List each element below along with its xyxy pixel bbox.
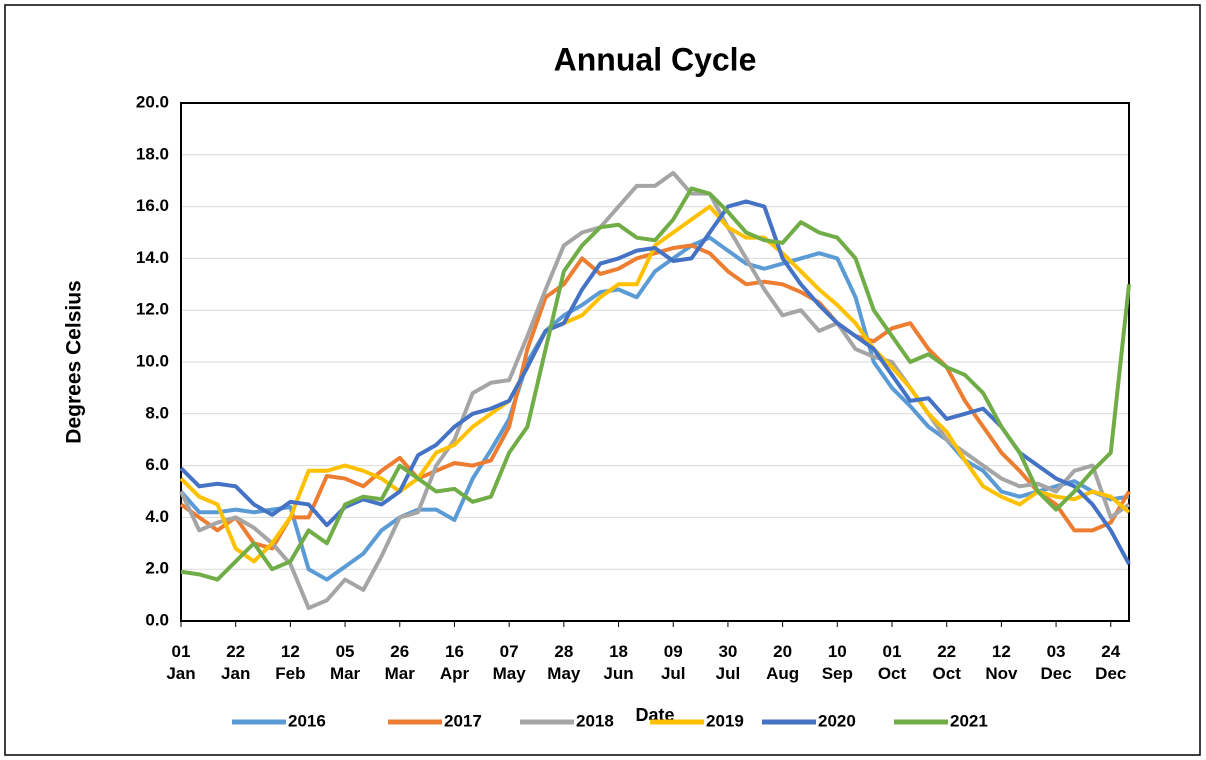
series-line: [180, 186, 1131, 582]
y-axis-label: Degrees Celsius: [63, 280, 86, 443]
series-line: [179, 199, 1131, 565]
series-line: [179, 170, 1131, 611]
chart-border: [4, 4, 1201, 756]
x-tick-label: 09 Jul: [660, 642, 686, 683]
legend-label: 2016: [288, 711, 326, 730]
y-tick-label: 16.0: [136, 196, 169, 215]
x-tick-label: 10 Sep: [821, 642, 853, 683]
x-tick-label: 24 Dec: [1095, 642, 1127, 683]
legend-label: 2017: [444, 711, 482, 730]
x-tick-label: 30 Jul: [715, 642, 741, 683]
series-line: [179, 204, 1131, 564]
x-tick-label: 05 Mar: [329, 642, 361, 683]
x-tick-label: 07 May: [492, 642, 526, 683]
x-tick-label: 03 Dec: [1040, 642, 1072, 683]
x-tick-label: 28 May: [547, 642, 581, 683]
y-tick-label: 4.0: [145, 507, 169, 526]
x-tick-label: 22 Oct: [932, 642, 961, 683]
chart-title: Annual Cycle: [554, 41, 757, 77]
legend-label: 2018: [576, 711, 614, 730]
y-tick-label: 0.0: [145, 610, 169, 629]
x-tick-label: 18 Jun: [603, 642, 634, 683]
legend-label: 2021: [950, 711, 988, 730]
series-line: [179, 243, 1131, 551]
series-line: [179, 235, 1130, 582]
x-tick-label: 12 Feb: [275, 642, 306, 683]
y-tick-label: 10.0: [136, 351, 169, 370]
y-tick-label: 12.0: [136, 300, 169, 319]
x-tick-label: 01 Oct: [877, 642, 907, 683]
y-tick-label: 8.0: [145, 403, 169, 422]
legend-label: 2019: [706, 711, 744, 730]
y-tick-label: 20.0: [136, 92, 169, 111]
x-tick-label: 22 Jan: [221, 642, 251, 683]
x-tick-label: 01 Jan: [166, 642, 196, 683]
y-tick-label: 14.0: [136, 248, 169, 267]
y-tick-label: 2.0: [145, 559, 169, 578]
y-tick-label: 18.0: [136, 144, 169, 163]
x-tick-label: 20 Aug: [766, 642, 800, 683]
legend-label: 2020: [818, 711, 856, 730]
plot-border: [180, 102, 1130, 622]
x-tick-label: 12 Nov: [985, 642, 1018, 683]
x-tick-label: 16 Apr: [439, 642, 470, 683]
x-tick-label: 26 Mar: [384, 642, 415, 683]
y-tick-label: 6.0: [145, 455, 169, 474]
